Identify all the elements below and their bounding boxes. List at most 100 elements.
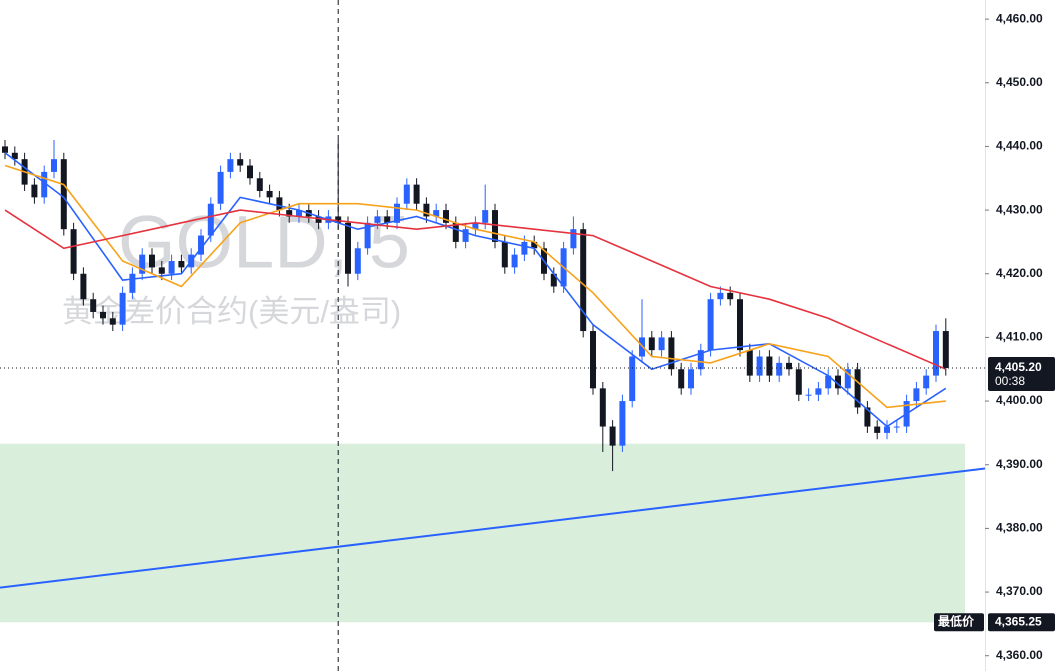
candle-body: [256, 178, 263, 191]
candle-body: [844, 369, 851, 389]
candle-body: [629, 356, 636, 402]
candle-body: [139, 254, 146, 274]
candle: [835, 369, 841, 395]
candle: [394, 197, 400, 230]
candle-body: [648, 337, 655, 351]
candle-body: [168, 261, 175, 274]
candle-body: [913, 388, 920, 402]
candle-body: [433, 210, 440, 217]
candle-body: [697, 350, 704, 370]
candle-body: [207, 203, 214, 236]
candle: [844, 362, 851, 395]
candle-body: [521, 241, 528, 255]
y-tick-label: 4,460.00: [996, 11, 1043, 25]
candle: [433, 203, 440, 223]
candle: [688, 362, 694, 395]
candle-body: [815, 388, 822, 395]
candle-body: [599, 388, 606, 427]
moving-average: [4, 152, 947, 428]
candle-body: [158, 267, 165, 274]
candle-body: [109, 318, 116, 325]
candle: [805, 388, 812, 402]
candle-body: [864, 407, 871, 427]
candle: [129, 267, 136, 300]
candle-body: [51, 159, 57, 172]
candle-body: [394, 203, 400, 223]
candle-body: [60, 159, 67, 230]
candle: [648, 331, 655, 357]
candle-body: [472, 222, 479, 230]
candle: [609, 420, 616, 472]
candle-body: [835, 375, 841, 389]
countdown-label: 00:38: [995, 374, 1025, 388]
candle: [423, 197, 430, 223]
candle: [41, 165, 48, 204]
candle: [80, 267, 87, 306]
candle: [364, 216, 371, 255]
candle-body: [570, 229, 577, 249]
candle-body: [580, 229, 587, 332]
candle-body: [237, 159, 244, 166]
candle: [90, 292, 97, 319]
candle-body: [609, 426, 616, 446]
candle-body: [384, 216, 391, 223]
candle-body: [413, 184, 420, 204]
candle-body: [737, 299, 743, 351]
candle-body: [884, 426, 890, 433]
candle: [942, 318, 949, 376]
candle: [874, 420, 881, 440]
candle-body: [590, 331, 596, 389]
candle-body: [247, 165, 253, 179]
y-tick-label: 4,440.00: [996, 139, 1043, 153]
y-tick-label: 4,390.00: [996, 457, 1043, 471]
candle: [462, 222, 469, 249]
candle-body: [31, 184, 38, 198]
candle: [913, 381, 920, 408]
candle: [168, 254, 175, 281]
y-tick-label: 4,450.00: [996, 75, 1043, 89]
candle: [247, 159, 253, 185]
candle: [766, 350, 773, 382]
candle-body: [776, 362, 783, 376]
candle-body: [707, 299, 714, 351]
candle-body: [854, 369, 861, 408]
candle: [511, 248, 518, 274]
candle-body: [492, 210, 498, 242]
candle: [825, 369, 832, 395]
candle: [599, 381, 606, 453]
candle: [413, 178, 420, 211]
candle: [707, 292, 714, 357]
candle-body: [227, 159, 234, 172]
candle: [100, 305, 106, 325]
candle: [296, 203, 302, 223]
candle: [531, 235, 538, 255]
candle-body: [746, 350, 753, 376]
candle-body: [374, 216, 381, 223]
candle: [756, 350, 763, 382]
candle-body: [511, 254, 518, 268]
candle-body: [354, 248, 361, 274]
candle-body: [178, 261, 185, 268]
candle-body: [874, 426, 881, 433]
candle: [354, 241, 361, 281]
lowest-price-tag: [934, 613, 984, 632]
candle: [776, 356, 783, 382]
candle: [933, 324, 939, 382]
candle: [237, 152, 244, 172]
candle-body: [149, 254, 155, 268]
candle: [217, 165, 224, 211]
candle: [590, 324, 596, 395]
candle-body: [795, 369, 802, 395]
candle: [119, 286, 126, 332]
candle: [570, 216, 577, 255]
y-tick-label: 4,380.00: [996, 521, 1043, 535]
plot: [0, 0, 986, 671]
candle-body: [217, 171, 224, 204]
candle-body: [942, 331, 949, 368]
candle: [472, 216, 479, 236]
candle: [198, 229, 204, 262]
candle: [276, 190, 283, 217]
candle: [678, 362, 685, 395]
candle-body: [462, 229, 469, 242]
